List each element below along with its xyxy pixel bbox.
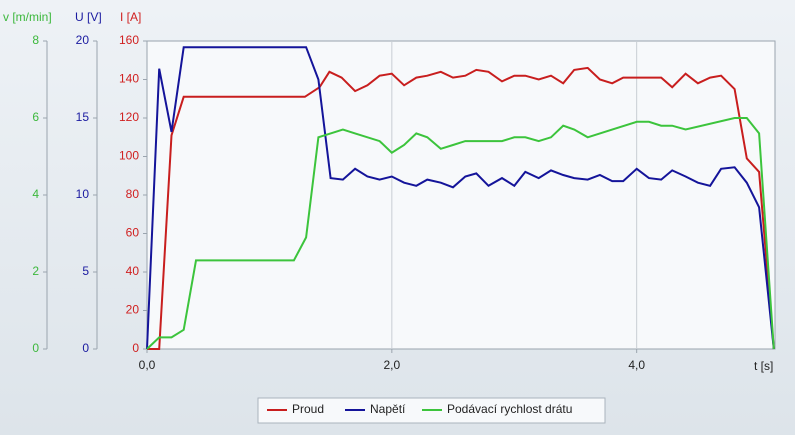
x-tick-label: 0,0 <box>139 358 156 372</box>
y2-tick-label: 15 <box>76 110 90 124</box>
y3-tick-label: 2 <box>32 264 39 278</box>
y-tick-label: 20 <box>126 303 140 317</box>
y2-tick-label: 10 <box>76 187 90 201</box>
x-axis-title: t [s] <box>754 359 773 373</box>
y-tick-label: 140 <box>119 72 139 86</box>
y-tick-label: 0 <box>132 341 139 355</box>
y3-tick-label: 8 <box>32 33 39 47</box>
y2-tick-label: 0 <box>82 341 89 355</box>
y-axis-title: I [A] <box>120 10 141 24</box>
y2-axis-title: U [V] <box>75 10 102 24</box>
legend-label: Proud <box>292 402 324 416</box>
series-line <box>147 66 775 350</box>
y3-tick-label: 6 <box>32 110 39 124</box>
y-tick-label: 60 <box>126 226 140 240</box>
y3-axis-title: v [m/min] <box>3 10 52 24</box>
y3-tick-label: 4 <box>32 187 39 201</box>
series-line <box>146 46 775 350</box>
y3-tick-label: 0 <box>32 341 39 355</box>
y2-tick-label: 20 <box>76 33 90 47</box>
x-tick-label: 2,0 <box>383 358 400 372</box>
series-line <box>146 117 775 350</box>
y-tick-label: 80 <box>126 187 140 201</box>
y-tick-label: 40 <box>126 264 140 278</box>
y2-tick-label: 5 <box>82 264 89 278</box>
legend-label: Napětí <box>370 402 406 416</box>
y-tick-label: 120 <box>119 110 139 124</box>
y-tick-label: 100 <box>119 149 139 163</box>
legend-label: Podávací rychlost drátu <box>447 402 572 416</box>
x-tick-label: 4,0 <box>628 358 645 372</box>
plot-area <box>146 40 776 350</box>
y-tick-label: 160 <box>119 33 139 47</box>
